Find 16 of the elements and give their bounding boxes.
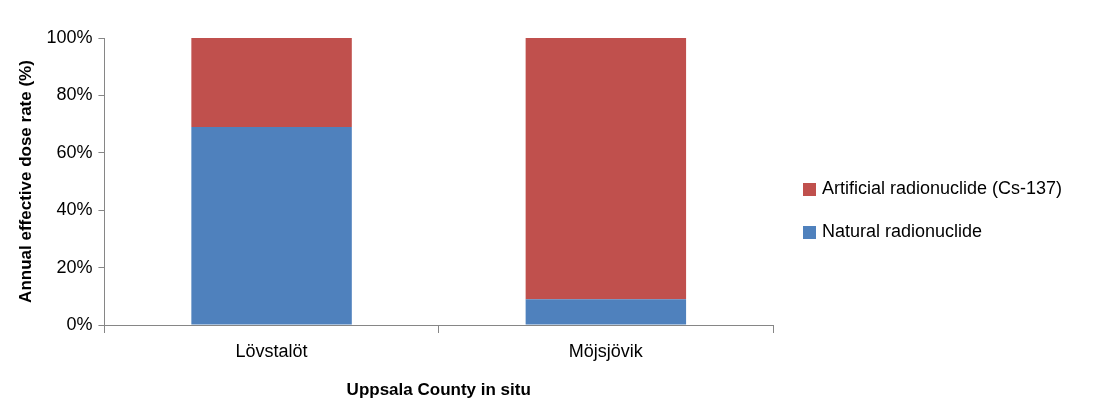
x-tick-label: Lövstalöt xyxy=(235,340,308,361)
y-tick-label: 20% xyxy=(56,256,93,277)
y-tick-label: 0% xyxy=(66,313,93,334)
y-axis-title: Annual effective dose rate (%) xyxy=(15,60,35,303)
bar xyxy=(191,38,352,127)
bar xyxy=(525,38,687,300)
legend-label: Natural radionuclide xyxy=(822,220,983,242)
legend-label: Artificial radionuclide (Cs-137) xyxy=(822,177,1063,199)
y-tick-label: 60% xyxy=(56,141,93,162)
y-tick-label: 40% xyxy=(56,199,93,220)
x-tick-label: Möjsjövik xyxy=(568,340,644,361)
bar xyxy=(525,299,687,325)
x-axis-title: Uppsala County in situ xyxy=(346,380,531,400)
bar xyxy=(191,126,352,325)
y-tick-label: 100% xyxy=(46,26,93,47)
y-tick-label: 80% xyxy=(56,84,93,105)
